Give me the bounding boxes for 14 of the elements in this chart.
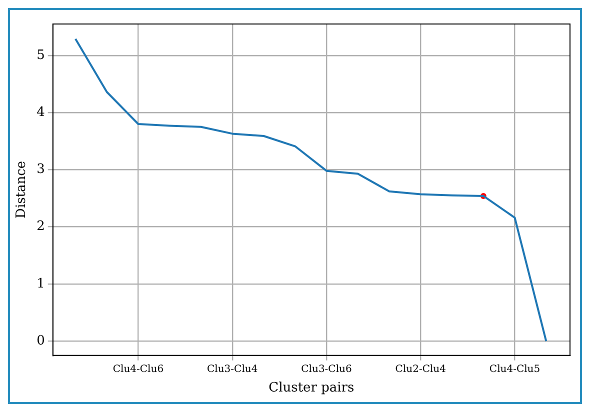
y-tick-label: 0 (36, 333, 45, 348)
x-tick-label: Clu2-Clu4 (395, 364, 446, 375)
x-tick-label: Clu3-Clu6 (301, 364, 352, 375)
y-tick-label: 5 (36, 48, 45, 63)
page-frame: Cluster pairs Distance Clu4-Clu6 Clu3-Clu4 Clu3-Clu6 Clu2-Clu4 Clu4-Clu5 0 1 2 3 4 5 (8, 8, 582, 404)
y-tick-label: 2 (36, 219, 45, 234)
y-axis-title: Distance (14, 160, 30, 218)
x-tick-label: Clu4-Clu6 (112, 364, 164, 375)
x-tick-label: Clu4-Clu5 (489, 364, 540, 375)
x-tick-label: Clu3-Clu4 (207, 364, 258, 375)
x-axis-title: Cluster pairs (268, 380, 354, 396)
y-tick-label: 3 (36, 162, 45, 178)
y-tick-label: 1 (36, 276, 45, 292)
y-tick-label: 4 (36, 104, 45, 120)
